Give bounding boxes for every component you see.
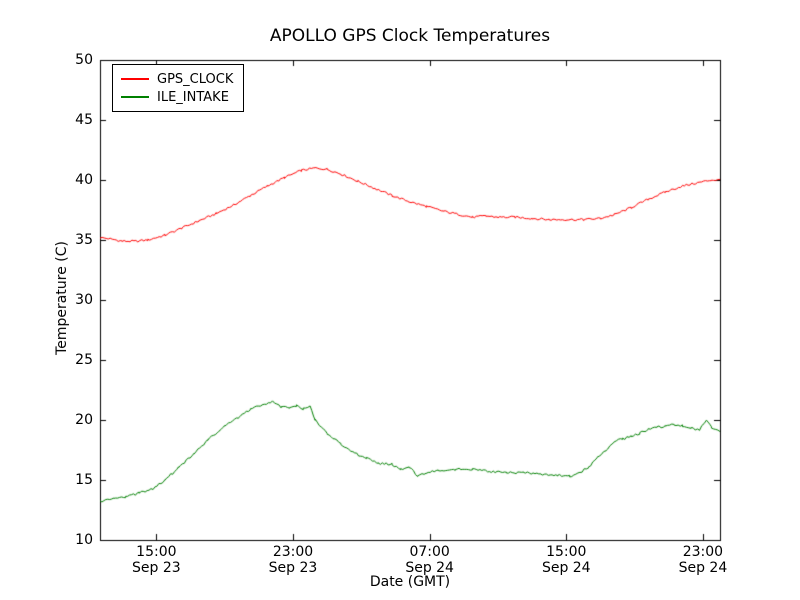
legend-label: GPS_CLOCK [157,71,234,87]
y-tick-label: 45 [75,112,93,128]
y-tick-label: 30 [75,292,93,308]
legend: GPS_CLOCK ILE_INTAKE [112,64,245,112]
x-tick-label: 23:00 Sep 23 [268,544,318,576]
y-tick-label: 10 [75,532,93,548]
y-axis-label: Temperature (C) [54,241,70,355]
chart-title: APOLLO GPS Clock Temperatures [269,26,551,46]
x-axis-label: Date (GMT) [369,574,451,590]
y-tick-label: 15 [75,472,93,488]
x-tick-label: 07:00 Sep 24 [405,544,454,576]
legend-label: ILE_INTAKE [157,89,229,105]
legend-item-gps-clock: GPS_CLOCK [121,70,233,88]
y-tick-label: 25 [75,352,93,368]
x-tick-label: 15:00 Sep 24 [541,544,591,576]
y-tick-label: 40 [75,172,93,188]
y-tick-label: 35 [75,232,93,248]
y-tick-label: 50 [75,52,93,68]
legend-line-icon [121,78,149,80]
legend-line-icon [121,96,149,98]
legend-item-ile-intake: ILE_INTAKE [121,88,233,106]
x-tick-label: 23:00 Sep 24 [678,544,728,576]
x-tick-label: 15:00 Sep 23 [132,544,181,576]
y-tick-label: 20 [75,412,93,428]
